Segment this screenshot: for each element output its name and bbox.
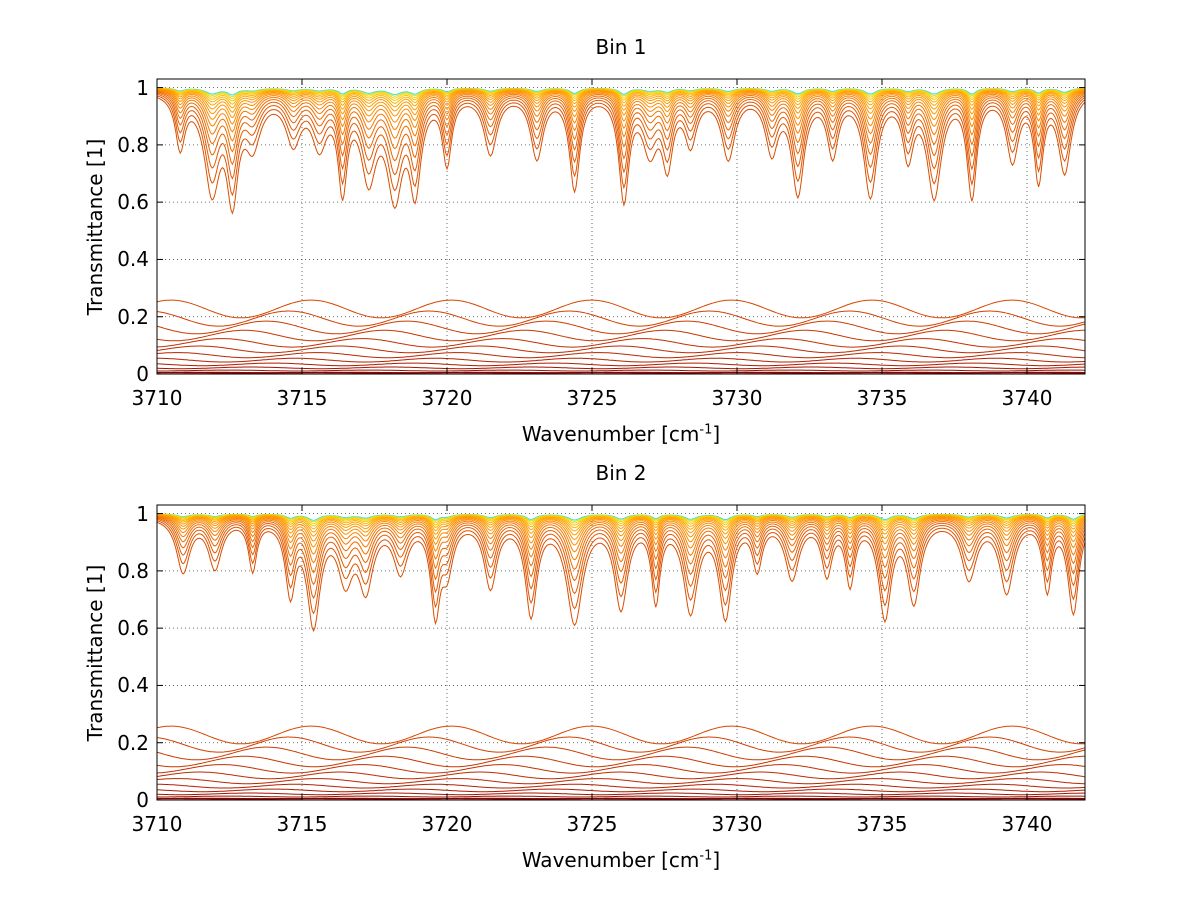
series-line xyxy=(157,518,1085,599)
y-tick-label: 1 xyxy=(136,501,149,526)
series-line xyxy=(157,783,1085,789)
x-tick-label: 3710 xyxy=(131,812,183,836)
plot-panel-1 xyxy=(156,78,1086,375)
series-line xyxy=(157,97,1085,215)
x-tick-label: 3740 xyxy=(1001,386,1053,410)
y-tick-label: 0.8 xyxy=(117,558,149,583)
series-line xyxy=(157,792,1085,796)
y-tick-label: 0.6 xyxy=(117,616,149,641)
series-line xyxy=(157,517,1085,586)
y-tick-label: 0.2 xyxy=(117,304,149,329)
series-line xyxy=(157,514,1085,542)
series-line xyxy=(157,736,1085,753)
series-line xyxy=(157,91,1085,153)
x-tick-label: 3730 xyxy=(711,386,763,410)
series-line xyxy=(157,88,1085,105)
y-tick-label: 1 xyxy=(136,75,149,100)
x-tick-label: 3710 xyxy=(131,386,183,410)
series-line xyxy=(157,93,1085,180)
series-line xyxy=(157,352,1085,359)
x-tick-label: 3740 xyxy=(1001,812,1053,836)
series-line xyxy=(157,514,1085,533)
y-tick-label: 0.4 xyxy=(117,673,149,698)
series-line xyxy=(157,520,1085,615)
series-line xyxy=(157,788,1085,793)
y-tick-label: 0.4 xyxy=(117,247,149,272)
axes-background xyxy=(157,79,1085,374)
series-line xyxy=(157,95,1085,197)
series-line xyxy=(157,87,1085,96)
series-line xyxy=(157,88,1085,113)
x-tick-label: 3735 xyxy=(856,386,908,410)
axes-frame xyxy=(156,504,1086,801)
x-axis-label: Wavenumber [cm-1] xyxy=(521,422,721,446)
x-tick-label: 3715 xyxy=(276,812,328,836)
series-line xyxy=(157,345,1085,354)
series-line xyxy=(157,88,1085,109)
chart-title: Bin 2 xyxy=(595,461,647,485)
series-line xyxy=(157,87,1085,102)
series-line xyxy=(157,755,1085,768)
x-tick-label: 3735 xyxy=(856,812,908,836)
series-line xyxy=(157,338,1085,348)
x-tick-label: 3720 xyxy=(421,812,473,836)
series-line xyxy=(157,369,1085,372)
y-tick-label: 0.6 xyxy=(117,190,149,215)
y-axis-label: Transmittance [1] xyxy=(83,564,107,741)
x-tick-label: 3725 xyxy=(566,812,618,836)
series-line xyxy=(157,357,1085,363)
series-line xyxy=(157,778,1085,785)
y-axis-label: Transmittance [1] xyxy=(83,138,107,315)
series-line xyxy=(157,320,1085,335)
chart-title: Bin 1 xyxy=(595,35,647,59)
series-line xyxy=(157,329,1085,342)
series-line xyxy=(157,771,1085,780)
series-line xyxy=(157,521,1085,633)
series-line xyxy=(157,514,1085,537)
series-line xyxy=(157,746,1085,761)
series-line xyxy=(157,362,1085,367)
series-line xyxy=(157,299,1085,319)
y-tick-label: 0 xyxy=(136,788,149,812)
series-line xyxy=(157,515,1085,555)
series-line xyxy=(157,87,1085,100)
x-tick-label: 3730 xyxy=(711,812,763,836)
series-line xyxy=(157,515,1085,548)
series-line xyxy=(157,90,1085,142)
y-tick-label: 0 xyxy=(136,362,149,386)
series-line xyxy=(157,764,1085,774)
series-line xyxy=(157,92,1085,166)
series-line xyxy=(157,89,1085,125)
series-line xyxy=(157,90,1085,133)
plot-panel-2 xyxy=(156,504,1086,801)
series-line xyxy=(157,795,1085,798)
y-tick-label: 0.8 xyxy=(117,132,149,157)
x-tick-label: 3725 xyxy=(566,386,618,410)
series-line xyxy=(157,725,1085,745)
series-line xyxy=(157,310,1085,327)
x-axis-label: Wavenumber [cm-1] xyxy=(521,848,721,872)
series-line xyxy=(157,366,1085,370)
x-tick-label: 3715 xyxy=(276,386,328,410)
axes-frame xyxy=(156,78,1086,375)
series-group xyxy=(157,87,1085,374)
y-tick-label: 0.2 xyxy=(117,730,149,755)
series-line xyxy=(157,516,1085,564)
series-line xyxy=(157,514,1085,530)
series-group xyxy=(157,513,1085,800)
series-line xyxy=(157,89,1085,119)
series-line xyxy=(157,87,1085,98)
x-tick-label: 3720 xyxy=(421,386,473,410)
series-line xyxy=(157,516,1085,574)
